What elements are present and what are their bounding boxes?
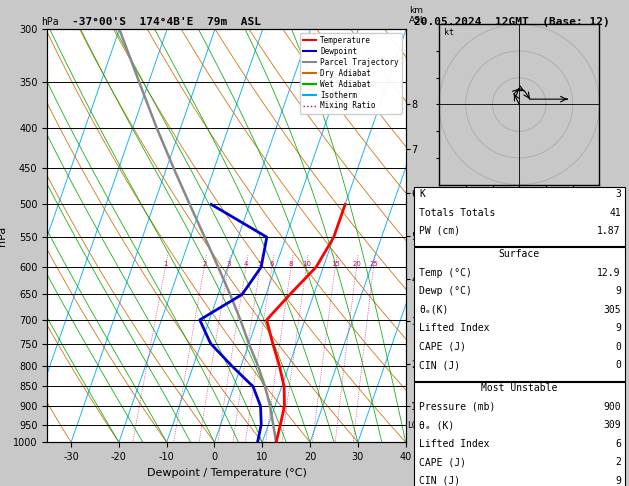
Text: Temp (°C): Temp (°C) bbox=[419, 268, 472, 278]
Text: LCL: LCL bbox=[407, 421, 422, 430]
Text: 25: 25 bbox=[369, 261, 378, 267]
Text: km
ASL: km ASL bbox=[409, 6, 426, 25]
Text: K: K bbox=[419, 189, 425, 199]
Text: 6: 6 bbox=[615, 439, 621, 449]
Text: © weatheronline.co.uk: © weatheronline.co.uk bbox=[461, 472, 574, 481]
Text: 3: 3 bbox=[615, 189, 621, 199]
Text: 20: 20 bbox=[352, 261, 361, 267]
Text: PW (cm): PW (cm) bbox=[419, 226, 460, 236]
Text: 5: 5 bbox=[258, 261, 262, 267]
Text: 1: 1 bbox=[163, 261, 168, 267]
Text: θₑ(K): θₑ(K) bbox=[419, 305, 448, 315]
Text: 305: 305 bbox=[603, 305, 621, 315]
Text: 15: 15 bbox=[331, 261, 340, 267]
Text: Mixing Ratio (g/kg): Mixing Ratio (g/kg) bbox=[425, 237, 435, 317]
Text: θₑ (K): θₑ (K) bbox=[419, 420, 454, 431]
Text: 3: 3 bbox=[226, 261, 231, 267]
Text: Lifted Index: Lifted Index bbox=[419, 323, 489, 333]
Text: Most Unstable: Most Unstable bbox=[481, 383, 557, 394]
Text: 9: 9 bbox=[615, 323, 621, 333]
X-axis label: Dewpoint / Temperature (°C): Dewpoint / Temperature (°C) bbox=[147, 468, 306, 478]
Text: 9: 9 bbox=[615, 476, 621, 486]
Text: kt: kt bbox=[445, 28, 454, 37]
Text: CAPE (J): CAPE (J) bbox=[419, 342, 466, 352]
Text: 1.87: 1.87 bbox=[598, 226, 621, 236]
Text: 2: 2 bbox=[615, 457, 621, 468]
Text: Surface: Surface bbox=[499, 249, 540, 260]
Text: 20.05.2024  12GMT  (Base: 12): 20.05.2024 12GMT (Base: 12) bbox=[414, 17, 610, 27]
Text: 0: 0 bbox=[615, 342, 621, 352]
Text: 2: 2 bbox=[202, 261, 206, 267]
Text: Dewp (°C): Dewp (°C) bbox=[419, 286, 472, 296]
Text: Totals Totals: Totals Totals bbox=[419, 208, 495, 218]
Text: 4: 4 bbox=[244, 261, 248, 267]
Text: Lifted Index: Lifted Index bbox=[419, 439, 489, 449]
Text: 41: 41 bbox=[609, 208, 621, 218]
Text: CIN (J): CIN (J) bbox=[419, 360, 460, 370]
Y-axis label: hPa: hPa bbox=[0, 226, 8, 246]
Legend: Temperature, Dewpoint, Parcel Trajectory, Dry Adiabat, Wet Adiabat, Isotherm, Mi: Temperature, Dewpoint, Parcel Trajectory… bbox=[299, 33, 402, 114]
Text: CAPE (J): CAPE (J) bbox=[419, 457, 466, 468]
Text: 309: 309 bbox=[603, 420, 621, 431]
Text: 8: 8 bbox=[289, 261, 293, 267]
Text: 9: 9 bbox=[615, 286, 621, 296]
Text: 0: 0 bbox=[615, 360, 621, 370]
Text: 12.9: 12.9 bbox=[598, 268, 621, 278]
Text: Pressure (mb): Pressure (mb) bbox=[419, 402, 495, 412]
Text: 900: 900 bbox=[603, 402, 621, 412]
Text: hPa: hPa bbox=[41, 17, 58, 27]
Text: -37°00'S  174°4B'E  79m  ASL: -37°00'S 174°4B'E 79m ASL bbox=[72, 17, 261, 27]
Text: 10: 10 bbox=[302, 261, 311, 267]
Text: 6: 6 bbox=[270, 261, 274, 267]
Text: CIN (J): CIN (J) bbox=[419, 476, 460, 486]
